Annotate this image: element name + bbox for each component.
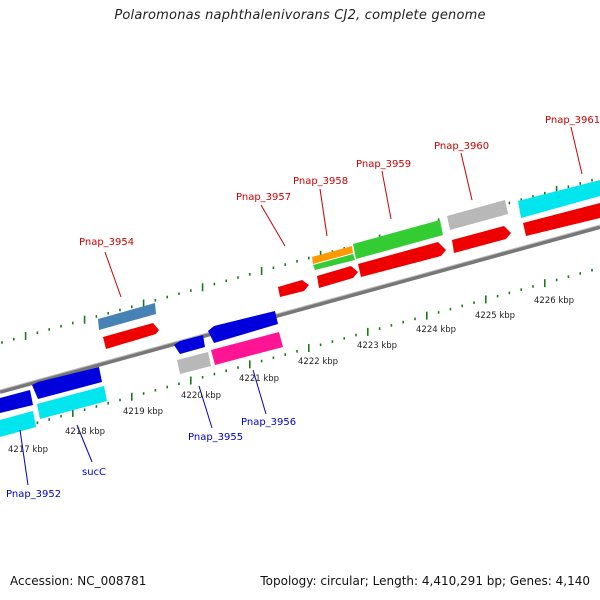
- kbp-label: 4224 kbp: [416, 325, 456, 335]
- kbp-label: 4217 kbp: [8, 445, 48, 455]
- kbp-labels: 4217 kbp 4218 kbp 4219 kbp 4220 kbp 4221…: [8, 296, 574, 455]
- gene-label-pnap-3958[interactable]: Pnap_3958: [293, 176, 348, 187]
- leader-lines-bottom: [19, 369, 267, 486]
- kbp-label: 4220 kbp: [181, 391, 221, 401]
- gene-pnap-3958-block[interactable]: [312, 246, 353, 264]
- gene-label-pnap-3955[interactable]: Pnap_3955: [188, 432, 243, 443]
- topology-text: Topology: circular; Length: 4,410,291 bp…: [260, 574, 590, 588]
- cds-pnap-3960-arrow[interactable]: [452, 226, 511, 253]
- cds-pnap-3957-arrow[interactable]: [278, 280, 309, 297]
- cds-succ-arrow[interactable]: [32, 367, 102, 399]
- lower-tick-track: [1, 268, 593, 434]
- gene-label-pnap-3954[interactable]: Pnap_3954: [79, 237, 134, 248]
- gene-pnap-3958-green[interactable]: [313, 254, 355, 270]
- gene-pnap-3961-block[interactable]: [518, 180, 600, 218]
- leader-lines-top: [104, 126, 583, 298]
- kbp-label: 4219 kbp: [123, 407, 163, 417]
- gene-pnap-3954-block[interactable]: [98, 303, 156, 330]
- genome-title: Polaromonas naphthalenivorans CJ2, compl…: [114, 8, 486, 23]
- kbp-label: 4221 kbp: [239, 374, 279, 384]
- genome-backbone: [0, 224, 600, 394]
- cds-pnap-3954-arrow[interactable]: [103, 323, 159, 349]
- gene-pnap-3955-block[interactable]: [177, 352, 211, 374]
- kbp-label: 4223 kbp: [357, 341, 397, 351]
- gene-pnap-3960-block[interactable]: [447, 200, 508, 230]
- cds-pnap-3958-arrow[interactable]: [317, 266, 358, 288]
- gene-succ-block[interactable]: [37, 386, 107, 419]
- gene-label-pnap-3957[interactable]: Pnap_3957: [236, 192, 291, 203]
- gene-pnap-3956-block[interactable]: [211, 332, 283, 365]
- gene-label-succ[interactable]: sucC: [82, 467, 106, 478]
- kbp-label: 4218 kbp: [65, 427, 105, 437]
- gene-label-pnap-3960[interactable]: Pnap_3960: [434, 141, 489, 152]
- gene-label-pnap-3952[interactable]: Pnap_3952: [6, 489, 61, 500]
- kbp-label: 4226 kbp: [534, 296, 574, 306]
- gene-labels-bottom: Pnap_3952 sucC Pnap_3955 Pnap_3956: [6, 417, 296, 500]
- cds-pnap-3961-arrow[interactable]: [523, 203, 600, 236]
- lower-feature-group: [0, 311, 283, 437]
- cds-pnap-3955-arrow[interactable]: [174, 335, 205, 354]
- cds-pnap-3956-arrow[interactable]: [208, 311, 278, 343]
- accession-text: Accession: NC_008781: [10, 574, 147, 588]
- cds-pnap-3959-arrow[interactable]: [358, 242, 446, 277]
- gene-label-pnap-3956[interactable]: Pnap_3956: [241, 417, 296, 428]
- kbp-label: 4222 kbp: [298, 357, 338, 367]
- gene-pnap-3952-block[interactable]: [0, 411, 36, 437]
- gene-pnap-3959-block[interactable]: [353, 220, 443, 259]
- upper-feature-group: [98, 180, 600, 349]
- kbp-label: 4225 kbp: [475, 311, 515, 321]
- cds-pnap-3952-arrow[interactable]: [0, 390, 33, 413]
- gene-label-pnap-3959[interactable]: Pnap_3959: [356, 159, 411, 170]
- gene-labels-top: Pnap_3954 Pnap_3957 Pnap_3958 Pnap_3959 …: [79, 115, 600, 248]
- gene-label-pnap-3961[interactable]: Pnap_3961: [545, 115, 600, 126]
